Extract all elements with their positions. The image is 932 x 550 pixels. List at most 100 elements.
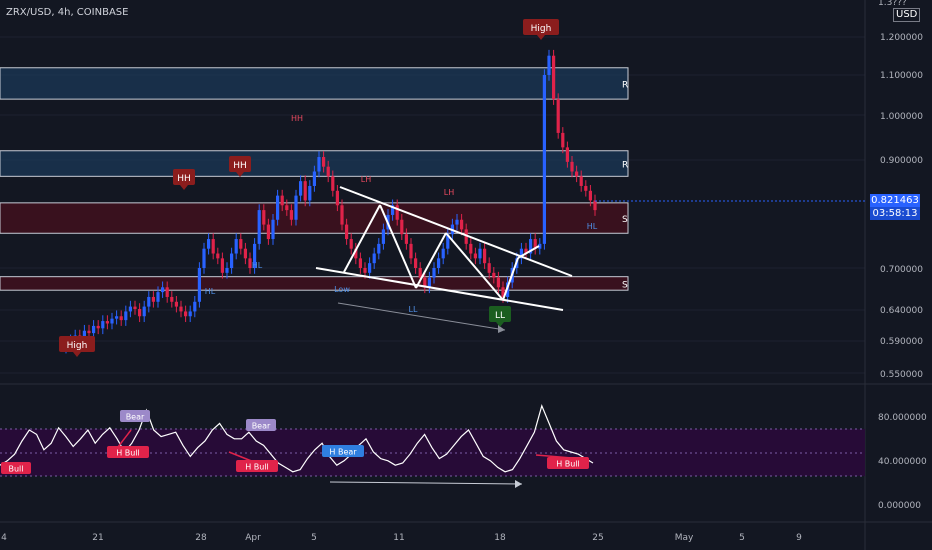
candle-body	[381, 229, 385, 244]
price-tick-label-partial: 1.3???	[878, 0, 907, 8]
candle-body	[519, 248, 523, 259]
candle-body	[579, 176, 583, 186]
candle-body	[184, 311, 188, 317]
candle-body	[575, 171, 579, 177]
annotation-marker-text: High	[67, 341, 88, 351]
annotation-pointer	[73, 352, 81, 357]
candle-body	[105, 321, 109, 324]
annotation-marker	[523, 19, 559, 35]
rsi-divergence-line	[329, 481, 523, 485]
candle-body	[584, 185, 588, 191]
candle-body	[538, 243, 542, 249]
candle-body	[202, 248, 206, 268]
candle-body	[243, 248, 247, 259]
candle-body	[473, 253, 477, 259]
time-tick-label: 5	[739, 533, 745, 543]
candle-body	[533, 239, 537, 249]
candle-body	[529, 239, 533, 254]
candle-body	[156, 292, 160, 302]
annotation-text: HL	[205, 287, 216, 296]
candle-body	[441, 248, 445, 259]
pattern-trendline	[343, 204, 381, 273]
candle-body	[193, 301, 197, 312]
candle-body	[285, 205, 289, 211]
time-tick-label: 5	[311, 533, 317, 543]
currency-badge[interactable]: USD	[893, 8, 921, 22]
candle-body	[266, 224, 270, 240]
rsi-label	[246, 419, 276, 431]
candle-body	[331, 176, 335, 191]
annotation-marker	[229, 156, 251, 172]
pattern-trendline	[517, 245, 540, 259]
price-tick-label: 1.200000	[880, 33, 923, 43]
zone-label-r: R	[622, 80, 628, 90]
candle-body	[460, 219, 464, 230]
candle-body	[280, 195, 284, 206]
rsi-label	[120, 410, 150, 422]
rsi-line	[0, 403, 594, 473]
candle-body	[239, 239, 243, 249]
candle-body	[128, 306, 132, 312]
candle-body	[211, 239, 215, 254]
annotation-marker-text: HH	[177, 174, 191, 184]
candle-body	[234, 239, 238, 254]
candle-body	[358, 258, 362, 268]
price-tick-label: 0.900000	[880, 156, 923, 166]
annotation-text: LL	[409, 305, 418, 314]
candle-body	[501, 287, 505, 297]
price-tick-label: 0.700000	[880, 265, 923, 275]
candle-body	[437, 258, 441, 268]
annotation-marker-text: LL	[495, 311, 505, 321]
candle-body	[340, 205, 344, 225]
time-tick-label: 11	[393, 533, 404, 543]
rsi-label-text: Bear	[252, 422, 271, 431]
candle-body	[317, 157, 321, 172]
rsi-tick-label: 40.000000	[878, 457, 927, 467]
candle-body	[418, 268, 422, 278]
candle-body	[432, 268, 436, 278]
candle-body	[207, 239, 211, 249]
candle-body	[262, 210, 266, 225]
time-tick-label: 9	[796, 533, 802, 543]
candle-body	[368, 263, 372, 273]
annotation-marker-text: High	[531, 24, 552, 34]
candle-body	[170, 296, 174, 302]
rsi-label	[322, 445, 364, 457]
annotation-text: HL	[587, 222, 598, 231]
candle-body	[345, 224, 349, 240]
candle-body	[377, 243, 381, 254]
annotation-marker	[173, 169, 195, 185]
zone-label-s: S	[622, 280, 628, 290]
candle-body	[87, 330, 91, 334]
candle-body	[423, 277, 427, 288]
annotation-marker-text: HH	[233, 161, 247, 171]
rsi-label	[1, 462, 31, 474]
rsi-tick-label: 0.000000	[878, 501, 921, 511]
candle-body	[542, 75, 546, 244]
candle-body	[561, 132, 565, 148]
annotation-text: HL	[252, 261, 263, 270]
candle-body	[312, 171, 316, 186]
candle-body	[483, 248, 487, 264]
candle-body	[142, 306, 146, 317]
candle-body	[303, 181, 307, 201]
candle-body	[496, 277, 500, 288]
candle-body	[138, 309, 142, 317]
candle-body	[524, 248, 528, 254]
candle-body	[308, 185, 312, 201]
candle-body	[570, 161, 574, 172]
price-tick-label: 1.100000	[880, 71, 923, 81]
price-tick-label: 1.000000	[880, 112, 923, 122]
pattern-trendline	[445, 232, 504, 301]
time-tick-label: 21	[92, 533, 103, 543]
rsi-divergence-line-red	[117, 429, 132, 448]
rsi-label-text: H Bear	[329, 448, 357, 457]
rsi-label	[107, 446, 149, 458]
candle-body	[151, 296, 155, 302]
time-tick-label: 18	[494, 533, 506, 543]
candle-body	[487, 263, 491, 273]
candle-body	[354, 248, 358, 259]
ll-arrow-head	[498, 325, 505, 333]
last-price-tag: 0.821463	[870, 194, 920, 207]
